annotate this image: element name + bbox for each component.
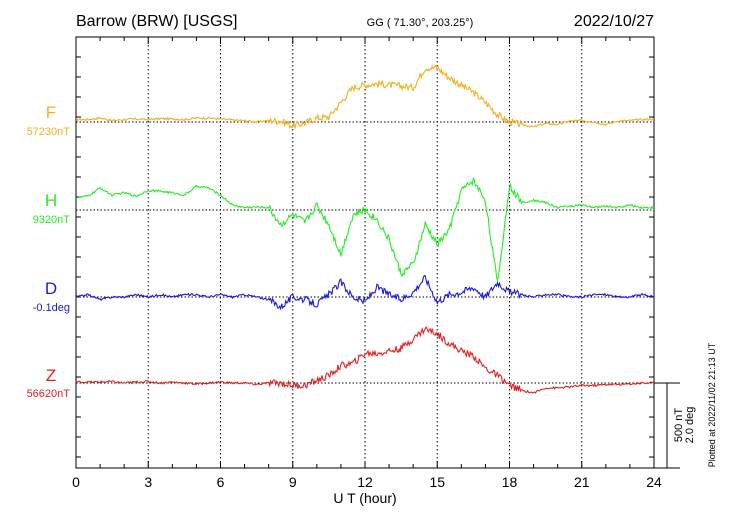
trace-d xyxy=(75,275,655,311)
tick-label-3: 3 xyxy=(144,474,152,490)
tick-label-6: 6 xyxy=(217,474,225,490)
tick-label-24: 24 xyxy=(646,474,662,490)
trace-z xyxy=(75,326,655,394)
x-axis-ticks xyxy=(75,37,655,468)
plotted-timestamp: Plotted at 2022/11/02 21:13 UT xyxy=(707,342,717,467)
coordinates-label: GG ( 71.30°, 203.25°) xyxy=(367,17,474,29)
tick-label-9: 9 xyxy=(289,474,297,490)
date-label: 2022/10/27 xyxy=(574,13,654,30)
baseline-value-z: 56620nT xyxy=(27,388,71,400)
trace-f xyxy=(75,64,655,130)
tick-label-12: 12 xyxy=(357,474,373,490)
baseline-value-f: 57230nT xyxy=(27,126,71,138)
station-title: Barrow (BRW) [USGS] xyxy=(76,13,238,30)
x-axis-tick-labels: 0 3 6 9 12 15 18 21 24 xyxy=(72,474,662,490)
tick-label-18: 18 xyxy=(502,474,518,490)
grid-lines xyxy=(147,37,583,468)
series-name-z: Z xyxy=(46,366,56,385)
series-name-f: F xyxy=(46,103,56,122)
tick-label-0: 0 xyxy=(72,474,80,490)
series-name-d: D xyxy=(45,279,57,298)
scale-bar-label-nt: 500 nT xyxy=(673,408,685,443)
trace-h xyxy=(75,177,655,281)
baseline-value-d: -0.1deg xyxy=(33,302,70,314)
baseline-value-h: 9320nT xyxy=(33,214,71,226)
channel-labels: F 57230nT H 9320nT D -0.1deg Z 56620nT xyxy=(27,103,71,400)
x-axis-label: U T (hour) xyxy=(333,490,396,506)
tick-label-15: 15 xyxy=(429,474,445,490)
channel-traces xyxy=(75,64,655,394)
series-name-h: H xyxy=(45,191,57,210)
scale-bar-label-deg: 2.0 deg xyxy=(684,407,696,444)
tick-label-21: 21 xyxy=(574,474,590,490)
